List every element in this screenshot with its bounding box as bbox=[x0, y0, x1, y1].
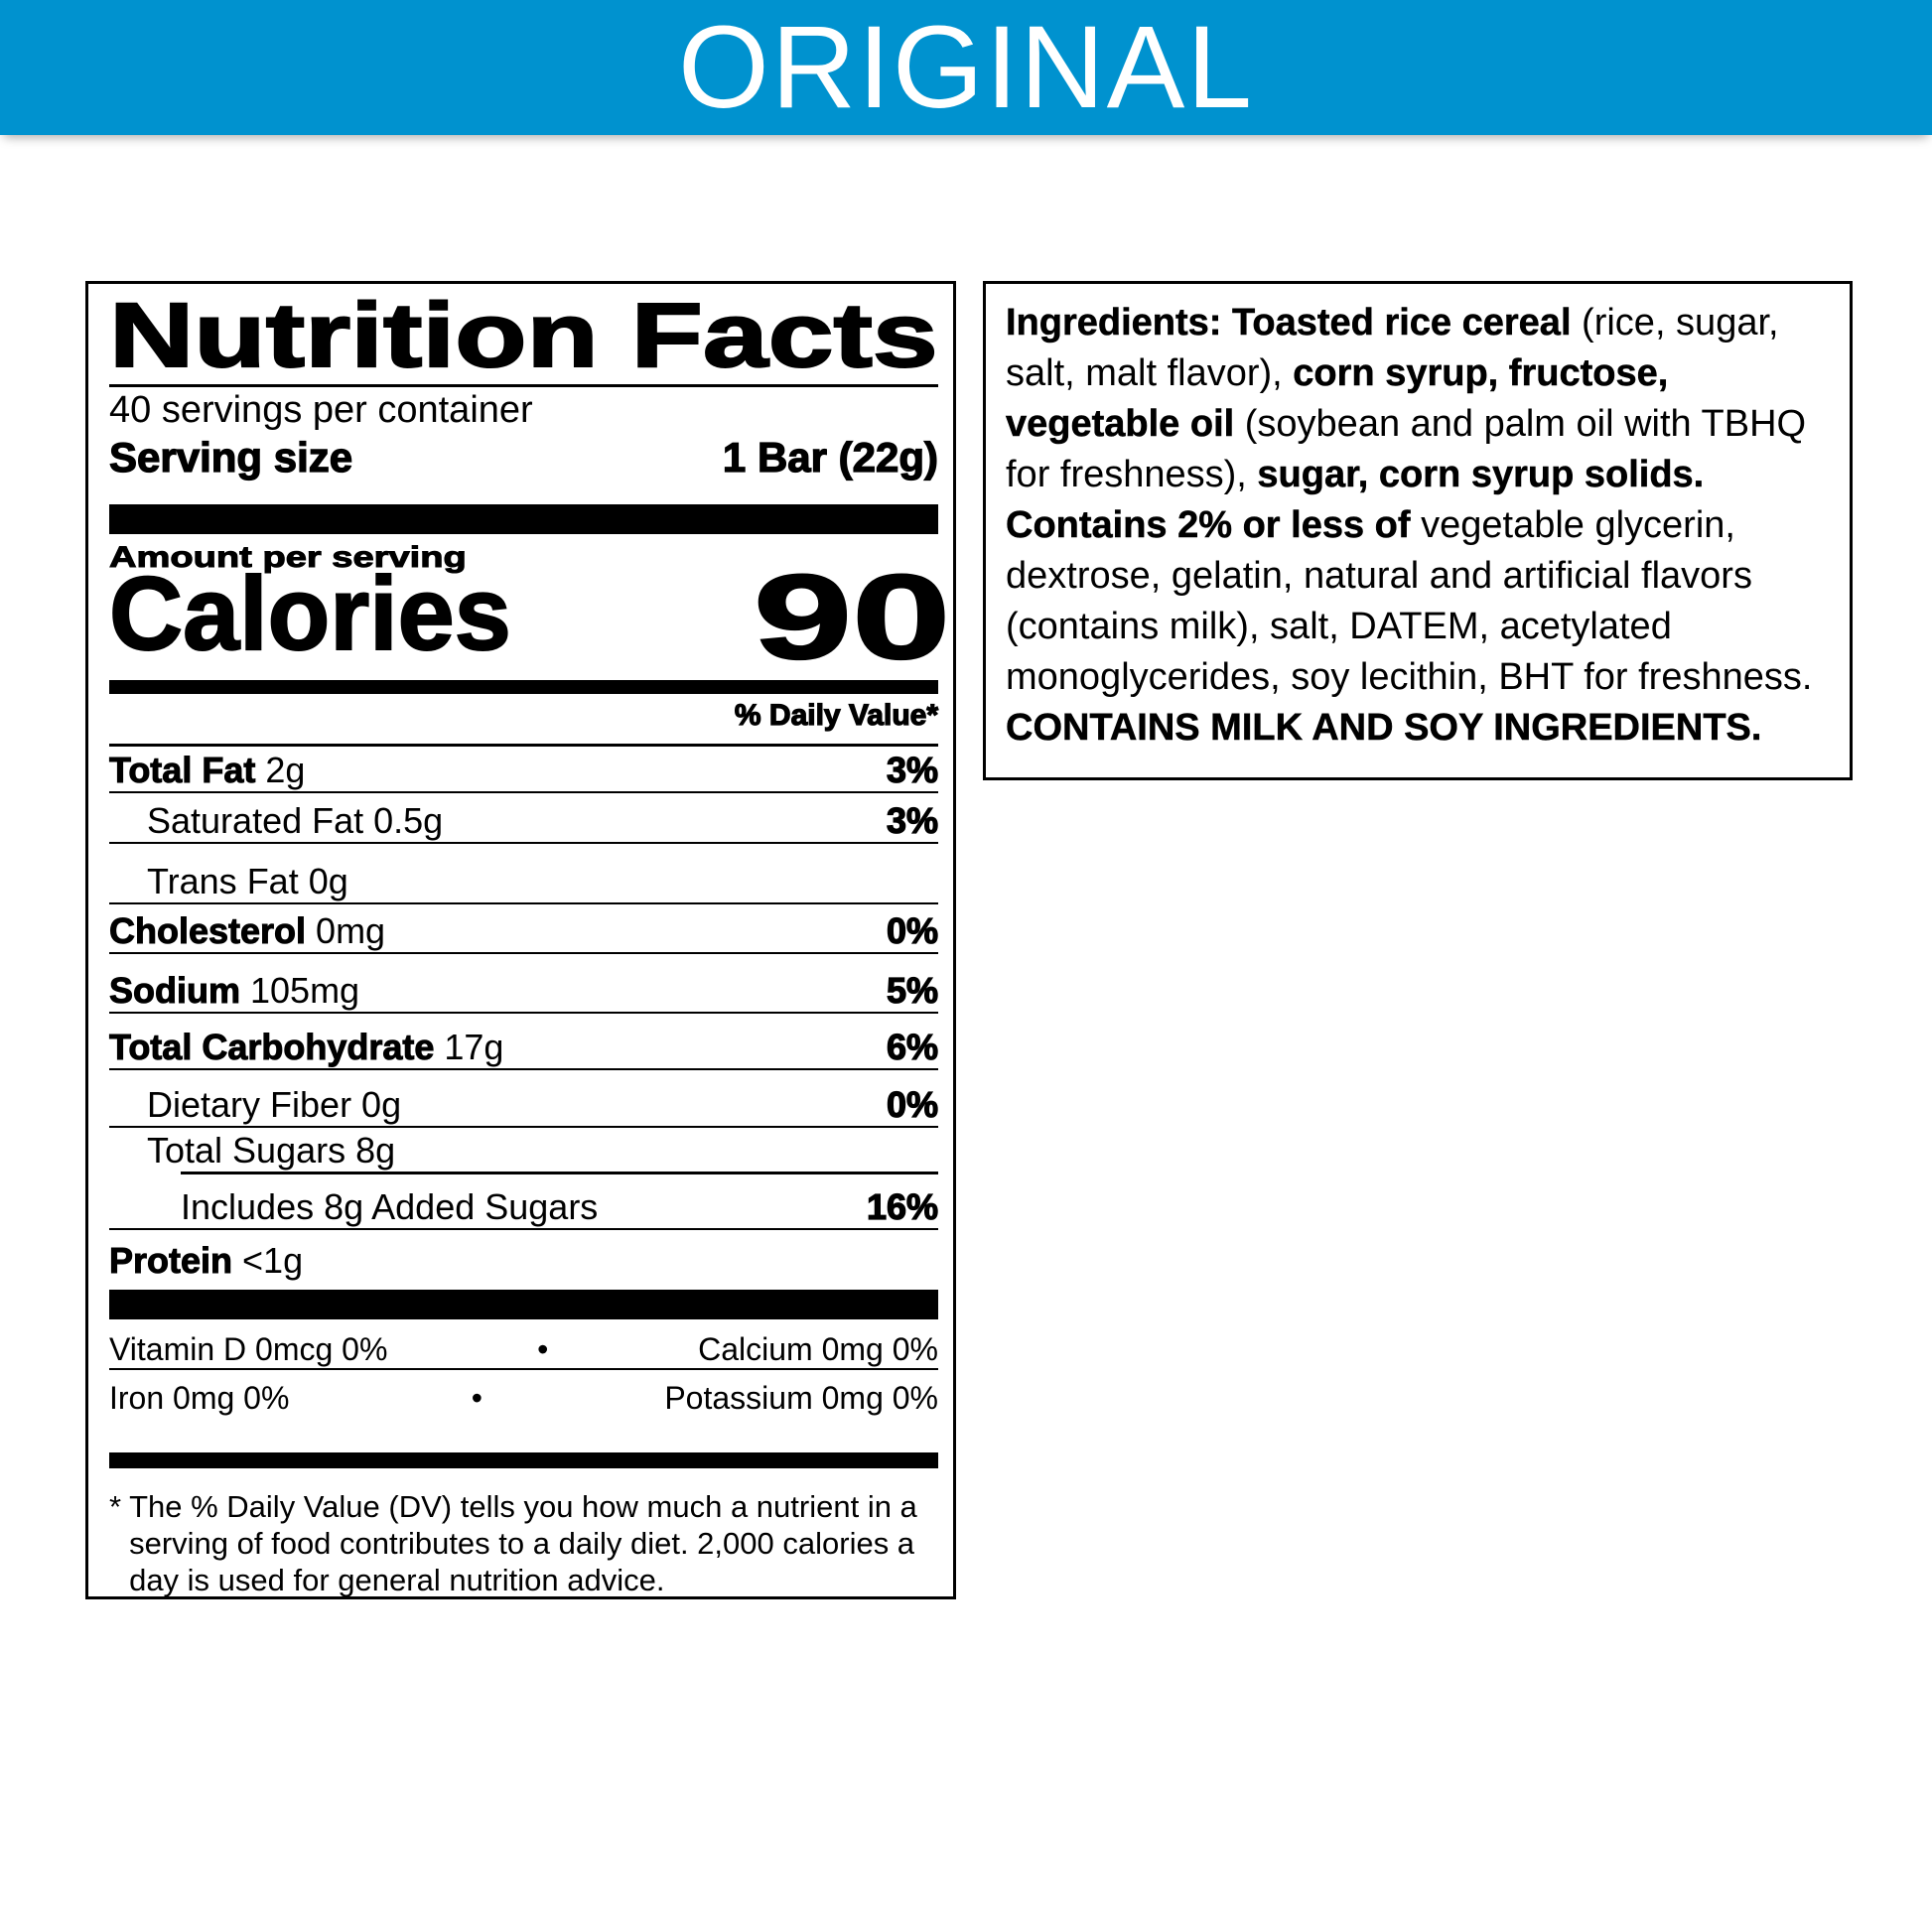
svg-text:90: 90 bbox=[754, 550, 950, 684]
svg-text:Nutrition Facts: Nutrition Facts bbox=[109, 285, 938, 386]
svg-text:Calories: Calories bbox=[109, 555, 511, 671]
